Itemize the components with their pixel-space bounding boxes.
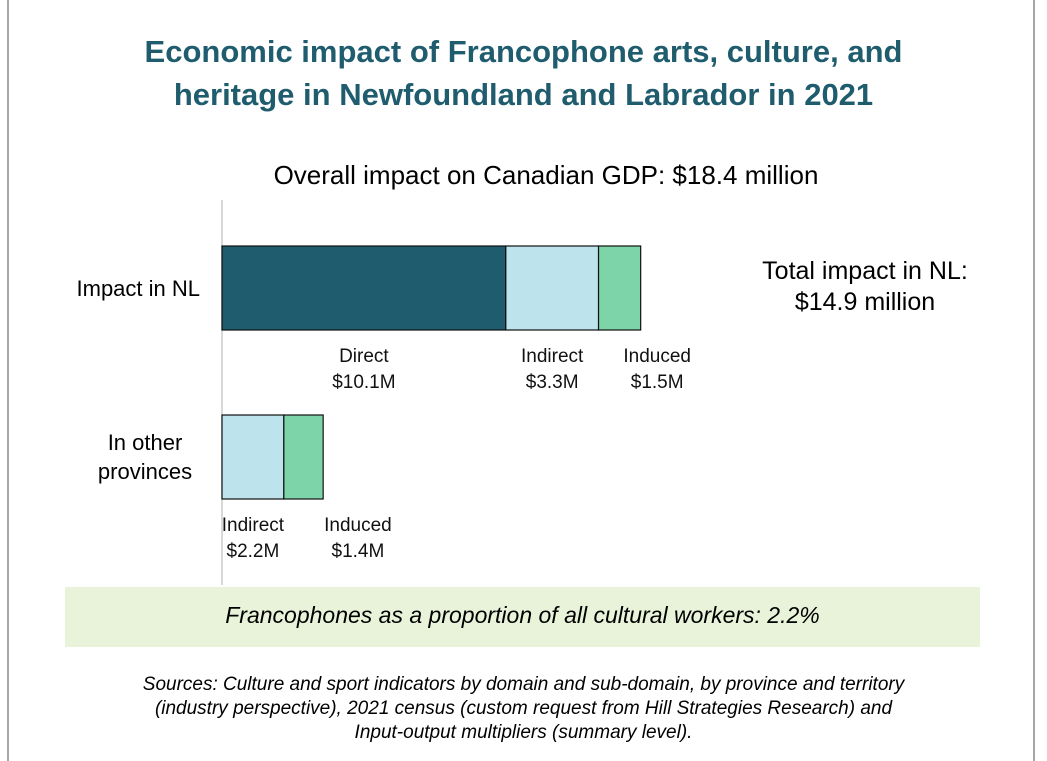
sources: Sources: Culture and sport indicators by… [10, 673, 1037, 745]
source-line: Sources: Culture and sport indicators by… [142, 674, 905, 695]
annotation: Total impact in NL: $14.9 million [700, 256, 1030, 318]
category-label: Impact in NL [76, 275, 201, 301]
annotation-line: $14.9 million [794, 288, 936, 316]
source-line: (industry perspective), 2021 census (cus… [154, 698, 893, 719]
bar-segment [221, 414, 285, 500]
segment-name: Direct [339, 346, 389, 367]
chart-title: Economic impact of Francophone arts, cul… [0, 30, 1047, 116]
source-line: Input-output multipliers (summary level)… [354, 722, 693, 743]
value-label: $2.2M [227, 541, 280, 562]
title-line: heritage in Newfoundland and Labrador in… [173, 77, 874, 112]
bar-segment [221, 245, 507, 331]
segment-name: Indirect [222, 515, 285, 536]
bar-segment [283, 414, 324, 500]
bar-segment [597, 245, 642, 331]
segment-name: Induced [623, 346, 691, 367]
callout-box [65, 587, 980, 647]
value-label: $1.5M [631, 372, 684, 393]
callout: Francophones as a proportion of all cult… [225, 602, 820, 628]
annotation-line: Total impact in NL: [762, 257, 968, 285]
title-line: Economic impact of Francophone arts, cul… [144, 34, 903, 69]
subtitle: Overall impact on Canadian GDP: $18.4 mi… [273, 160, 819, 190]
value-label: $3.3M [526, 372, 579, 393]
segment-name: Indirect [521, 346, 584, 367]
category-label: In other provinces [97, 430, 193, 484]
segment-name: Induced [324, 515, 392, 536]
bar-segment [505, 245, 600, 331]
value-label: $10.1M [332, 372, 395, 393]
value-label: $1.4M [332, 541, 385, 562]
